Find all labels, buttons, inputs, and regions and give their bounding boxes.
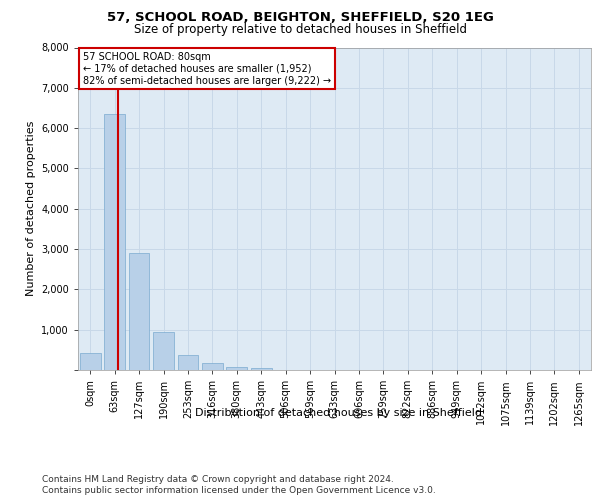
- Bar: [178, 354, 199, 370]
- Bar: [251, 368, 272, 370]
- Y-axis label: Number of detached properties: Number of detached properties: [26, 121, 35, 296]
- Text: Contains HM Land Registry data © Crown copyright and database right 2024.: Contains HM Land Registry data © Crown c…: [42, 475, 394, 484]
- Text: 57, SCHOOL ROAD, BEIGHTON, SHEFFIELD, S20 1EG: 57, SCHOOL ROAD, BEIGHTON, SHEFFIELD, S2…: [107, 11, 493, 24]
- Text: Contains public sector information licensed under the Open Government Licence v3: Contains public sector information licen…: [42, 486, 436, 495]
- Text: 57 SCHOOL ROAD: 80sqm
← 17% of detached houses are smaller (1,952)
82% of semi-d: 57 SCHOOL ROAD: 80sqm ← 17% of detached …: [83, 52, 331, 86]
- Text: Distribution of detached houses by size in Sheffield: Distribution of detached houses by size …: [196, 408, 482, 418]
- Bar: [226, 367, 247, 370]
- Bar: [104, 114, 125, 370]
- Bar: [202, 363, 223, 370]
- Bar: [128, 253, 149, 370]
- Bar: [80, 352, 101, 370]
- Bar: [153, 332, 174, 370]
- Text: Size of property relative to detached houses in Sheffield: Size of property relative to detached ho…: [133, 22, 467, 36]
